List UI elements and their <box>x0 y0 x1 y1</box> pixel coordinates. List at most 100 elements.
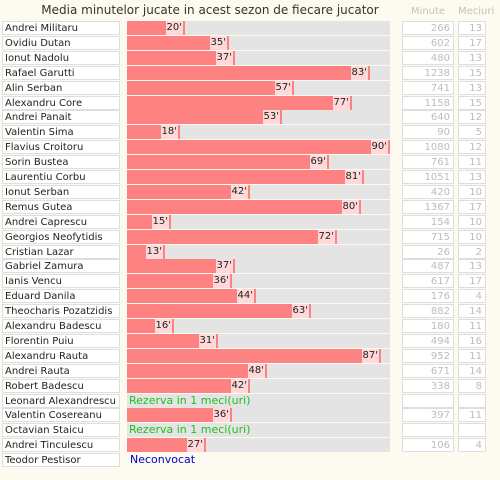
matches-cell: 13 <box>458 50 486 65</box>
matches-cell: 17 <box>458 35 486 50</box>
player-name: Alexandru Badescu <box>2 319 120 333</box>
bar-value-label: 42' <box>230 378 248 393</box>
player-name: Valentin Cosereanu <box>2 408 120 423</box>
table-row: Alexandru Badescu 16' 180 11 <box>0 319 500 334</box>
minutes-cell: 1367 <box>402 199 454 214</box>
table-row: Andrei Caprescu 15' 154 10 <box>0 214 500 230</box>
matches-cell: 14 <box>458 304 486 319</box>
bar-track: 31' <box>127 333 390 348</box>
bar-value-label: 48' <box>247 363 265 378</box>
bar: 16' <box>127 319 174 333</box>
player-name: Andrei Rauta <box>2 363 120 378</box>
minutes-cell: 180 <box>402 319 454 333</box>
bar-track: 37' <box>127 50 390 65</box>
matches-cell: 17 <box>458 199 486 214</box>
table-row: Cristian Lazar 13' 26 2 <box>0 244 500 260</box>
bar-track: 81' <box>127 170 390 184</box>
player-name: Remus Gutea <box>2 199 120 214</box>
minutes-cell: 882 <box>402 304 454 319</box>
bar: 83' <box>127 65 370 80</box>
bar-track: 77' <box>127 95 390 110</box>
bar-value-label: 16' <box>154 319 172 333</box>
minutes-column-header: Minute <box>410 6 446 17</box>
bar: 87' <box>127 348 381 363</box>
bar-track: 44' <box>127 289 390 304</box>
player-name: Georgios Neofytidis <box>2 229 120 244</box>
bar-track: 15' <box>127 214 390 229</box>
table-row: Gabriel Zamura 37' 487 13 <box>0 259 500 274</box>
bar-track: 13' <box>127 244 390 259</box>
bar: 69' <box>127 155 329 170</box>
bar-value-label: 69' <box>309 155 327 170</box>
bar-value-label: 42' <box>230 184 248 199</box>
bar: 72' <box>127 229 337 244</box>
bar-value-label: 72' <box>317 229 335 244</box>
minutes-cell <box>402 393 454 408</box>
matches-cell: 11 <box>458 319 486 333</box>
matches-cell: 4 <box>458 438 486 453</box>
table-row: Sorin Bustea 69' 761 11 <box>0 155 500 170</box>
matches-cell: 13 <box>458 259 486 274</box>
player-name: Andrei Militaru <box>2 21 120 35</box>
bar-track: 18' <box>127 125 390 140</box>
bar-value-label: 27' <box>186 438 204 453</box>
bar-value-label: 83' <box>350 65 368 80</box>
player-name: Eduard Danila <box>2 289 120 304</box>
table-row: Alexandru Core 77' 1158 15 <box>0 95 500 111</box>
bar: 63' <box>127 304 311 319</box>
table-row: Andrei Tinculescu 27' 106 4 <box>0 438 500 453</box>
bar-track: 42' <box>127 378 390 393</box>
bar-value-label: 87' <box>361 348 379 363</box>
table-row: Flavius Croitoru 90' 1080 12 <box>0 140 500 155</box>
table-row: Alin Serban 57' 741 13 <box>0 80 500 96</box>
player-name: Andrei Panait <box>2 110 120 125</box>
minutes-cell: 487 <box>402 259 454 274</box>
minutes-cell: 761 <box>402 155 454 170</box>
matches-cell: 11 <box>458 348 486 363</box>
status-note: Rezerva in 1 meci(uri) <box>129 393 251 407</box>
player-name: Laurentiu Corbu <box>2 170 120 184</box>
player-name: Alin Serban <box>2 80 120 95</box>
bar-value-label: 37' <box>215 259 233 274</box>
player-name: Andrei Tinculescu <box>2 438 120 453</box>
bar-value-label: 36' <box>212 274 230 289</box>
player-name: Valentin Sima <box>2 125 120 140</box>
chart-title: Media minutelor jucate in acest sezon de… <box>41 3 379 17</box>
bar-value-label: 37' <box>215 50 233 65</box>
table-row: Ionut Serban 42' 420 10 <box>0 184 500 200</box>
minutes-cell: 671 <box>402 363 454 378</box>
matches-cell <box>458 393 486 408</box>
bar-track: Rezerva in 1 meci(uri) <box>127 393 390 408</box>
matches-cell: 13 <box>458 21 486 35</box>
player-name: Ionut Serban <box>2 184 120 199</box>
bar-track: 42' <box>127 184 390 199</box>
player-name: Leonard Alexandrescu <box>2 393 120 408</box>
bar-track: 80' <box>127 199 390 214</box>
player-name: Teodor Pestisor <box>2 453 120 468</box>
bar: 20' <box>127 21 185 35</box>
matches-cell: 10 <box>458 184 486 199</box>
minutes-cell <box>402 423 454 438</box>
table-row: Ovidiu Dutan 35' 602 17 <box>0 35 500 51</box>
player-name: Florentin Puiu <box>2 333 120 348</box>
bar-track: 48' <box>127 363 390 378</box>
bar-value-label: 20' <box>165 21 183 35</box>
player-name: Octavian Staicu <box>2 423 120 438</box>
table-row: Ianis Vencu 36' 617 17 <box>0 274 500 289</box>
minutes-cell: 338 <box>402 378 454 393</box>
table-row: Georgios Neofytidis 72' 715 10 <box>0 229 500 245</box>
bar-value-label: 18' <box>160 125 178 140</box>
bar: 15' <box>127 214 171 229</box>
bar-value-label: 36' <box>212 408 230 423</box>
minutes-cell: 494 <box>402 333 454 348</box>
player-name: Sorin Bustea <box>2 155 120 170</box>
matches-cell: 10 <box>458 229 486 244</box>
bar-value-label: 13' <box>145 244 163 259</box>
table-row: Andrei Rauta 48' 671 14 <box>0 363 500 379</box>
minutes-cell: 741 <box>402 80 454 95</box>
bar: 27' <box>127 438 206 453</box>
bar-value-label: 53' <box>262 110 280 125</box>
player-name: Cristian Lazar <box>2 244 120 259</box>
bar-track: 37' <box>127 259 390 274</box>
minutes-cell: 397 <box>402 408 454 423</box>
